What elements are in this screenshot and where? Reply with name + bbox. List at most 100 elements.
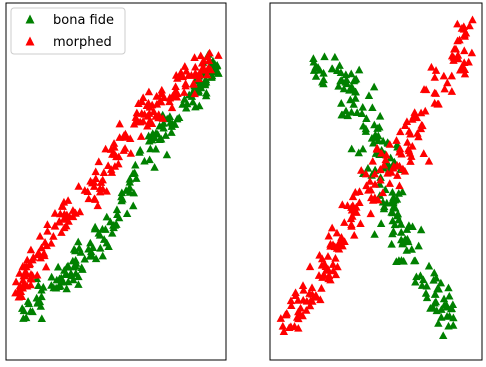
- point-bona-fide: [47, 272, 56, 281]
- point-bona-fide: [117, 188, 127, 197]
- point-morphed: [37, 243, 46, 252]
- scatter-panel-right: [269, 2, 483, 361]
- point-morphed: [43, 220, 52, 228]
- point-morphed: [331, 270, 341, 279]
- point-morphed: [110, 150, 119, 158]
- point-bona-fide: [112, 205, 122, 214]
- point-morphed: [47, 238, 56, 247]
- point-morphed: [365, 177, 375, 185]
- point-morphed: [83, 187, 92, 196]
- point-bona-fide: [414, 241, 423, 250]
- point-morphed: [62, 221, 71, 230]
- point-bona-fide: [397, 235, 406, 244]
- point-bona-fide: [370, 230, 379, 238]
- point-morphed: [278, 321, 288, 330]
- point-morphed: [332, 228, 342, 237]
- point-morphed: [431, 66, 441, 74]
- point-morphed: [379, 160, 389, 169]
- point-morphed: [453, 19, 462, 28]
- point-bona-fide: [342, 79, 352, 88]
- point-bona-fide: [129, 188, 139, 197]
- point-morphed: [370, 193, 380, 202]
- point-morphed: [101, 144, 110, 153]
- point-morphed: [156, 97, 166, 106]
- point-morphed: [361, 169, 371, 178]
- point-bona-fide: [349, 76, 359, 85]
- point-bona-fide: [113, 210, 122, 218]
- point-morphed: [355, 198, 364, 207]
- point-morphed: [366, 185, 376, 194]
- point-morphed: [42, 241, 51, 250]
- point-bona-fide: [85, 251, 95, 260]
- point-morphed: [383, 168, 392, 177]
- point-morphed: [338, 200, 347, 209]
- point-morphed: [56, 209, 65, 218]
- point-bona-fide: [422, 281, 431, 290]
- point-bona-fide: [146, 144, 155, 153]
- point-bona-fide: [354, 148, 363, 157]
- point-morphed: [439, 71, 449, 80]
- point-bona-fide: [375, 111, 385, 120]
- point-bona-fide: [159, 123, 168, 132]
- point-bona-fide: [98, 251, 107, 260]
- point-morphed: [305, 262, 315, 271]
- point-morphed: [424, 156, 434, 165]
- point-bona-fide: [102, 212, 111, 221]
- point-morphed: [57, 228, 66, 236]
- point-bona-fide: [351, 87, 360, 96]
- point-bona-fide: [62, 284, 71, 293]
- point-morphed: [340, 218, 349, 226]
- point-bona-fide: [421, 289, 431, 297]
- point-bona-fide: [145, 136, 154, 145]
- point-bona-fide: [135, 148, 144, 156]
- point-morphed: [26, 245, 36, 254]
- point-bona-fide: [153, 129, 162, 138]
- point-morphed: [157, 85, 166, 94]
- point-morphed: [196, 51, 205, 60]
- point-bona-fide: [354, 65, 364, 74]
- point-morphed: [459, 22, 468, 31]
- point-morphed: [63, 196, 73, 204]
- point-morphed: [17, 292, 27, 300]
- point-morphed: [337, 233, 346, 241]
- point-morphed: [302, 306, 311, 314]
- point-bona-fide: [118, 194, 127, 203]
- point-morphed: [348, 212, 357, 220]
- point-morphed: [190, 89, 199, 98]
- point-bona-fide: [411, 256, 420, 265]
- point-bona-fide: [151, 144, 161, 153]
- point-bona-fide: [336, 76, 345, 85]
- point-bona-fide: [191, 102, 200, 111]
- point-morphed: [408, 141, 417, 150]
- point-morphed: [22, 281, 32, 290]
- point-morphed: [74, 182, 83, 190]
- point-bona-fide: [346, 95, 355, 104]
- point-morphed: [103, 161, 113, 170]
- point-bona-fide: [125, 183, 134, 191]
- point-bona-fide: [375, 122, 384, 131]
- point-bona-fide: [447, 304, 456, 313]
- point-morphed: [120, 144, 130, 152]
- point-bona-fide: [424, 261, 434, 270]
- point-bona-fide: [431, 273, 441, 282]
- point-morphed: [430, 73, 439, 81]
- point-morphed: [347, 205, 357, 214]
- point-bona-fide: [371, 130, 380, 139]
- point-morphed: [144, 98, 153, 107]
- point-bona-fide: [426, 303, 435, 312]
- point-morphed: [203, 52, 212, 61]
- point-bona-fide: [178, 100, 187, 108]
- point-bona-fide: [51, 283, 61, 292]
- point-morphed: [145, 118, 154, 127]
- point-bona-fide: [162, 150, 172, 159]
- point-bona-fide: [145, 155, 154, 164]
- point-morphed: [343, 201, 352, 209]
- point-morphed: [372, 144, 382, 153]
- point-morphed: [276, 314, 286, 322]
- point-bona-fide: [23, 297, 33, 305]
- point-bona-fide: [56, 281, 65, 290]
- point-morphed: [132, 117, 141, 126]
- point-bona-fide: [200, 78, 210, 87]
- point-morphed: [175, 72, 184, 81]
